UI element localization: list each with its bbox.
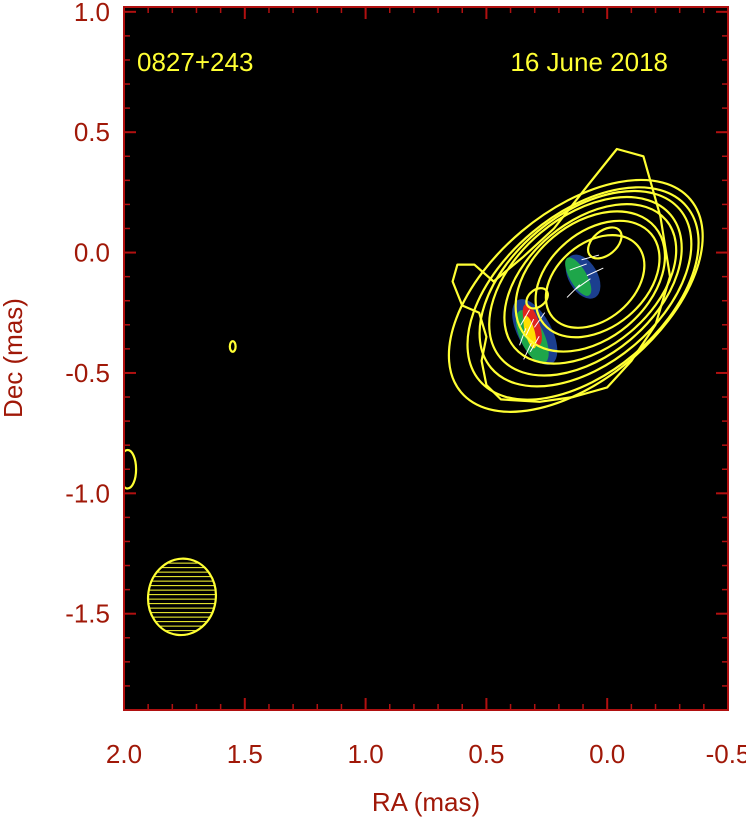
x-tick-label: 1.0 [348,739,384,769]
inner-contour [525,287,549,310]
evpa-tick [581,254,600,261]
x-tick-label: 2.0 [106,739,142,769]
source-name-label: 0827+243 [137,47,253,77]
intensity-contour [466,186,700,401]
evpa-tick-layer [519,254,604,360]
x-axis-title: RA (mas) [372,787,480,817]
evpa-tick [520,309,530,326]
y-tick-label: -1.0 [65,478,110,508]
y-tick-label: 1.0 [74,0,110,27]
x-tick-label: 1.5 [227,739,263,769]
inner-contour [586,226,623,260]
y-tick-label: 0.5 [74,117,110,147]
intensity-contour [478,189,693,388]
map-image-layer [124,147,704,637]
y-tick-label: -1.5 [65,599,110,629]
intensity-contour [503,203,678,365]
noise-contour [124,448,138,490]
beam-layer [143,557,221,637]
noise-contour [228,340,237,353]
x-tick-label: 0.5 [468,739,504,769]
evpa-tick [566,284,581,298]
x-tick-label: 0.0 [589,739,625,769]
intensity-contour [514,210,667,353]
evpa-tick [586,267,604,277]
x-tick-label: -0.5 [706,739,746,769]
observation-date-label: 16 June 2018 [510,47,668,77]
evpa-tick [569,263,587,271]
evpa-tick [525,318,535,336]
y-axis-title: Dec (mas) [0,298,28,418]
beam-ellipse [146,557,217,637]
y-tick-label: 0.0 [74,238,110,268]
evpa-tick [533,312,546,328]
polarization-patch-yellow [523,315,537,349]
evpa-tick [519,328,527,346]
contour-layer [124,147,704,490]
intensity-contour [534,219,661,339]
intensity-contour [544,234,646,329]
plot-frame [123,6,729,711]
intensity-contour [488,195,683,377]
polarization-patch-green [565,257,592,296]
intensity-contour [447,178,704,413]
y-tick-label: -0.5 [65,358,110,388]
evpa-tick [575,278,591,290]
outer-contour [451,147,672,403]
axis-ticks: 2.0 1.5 1.0 0.5 0.0 -0.5 1.0 0.5 0.0 -0.5 -1.0 -1.5 [65,0,746,769]
